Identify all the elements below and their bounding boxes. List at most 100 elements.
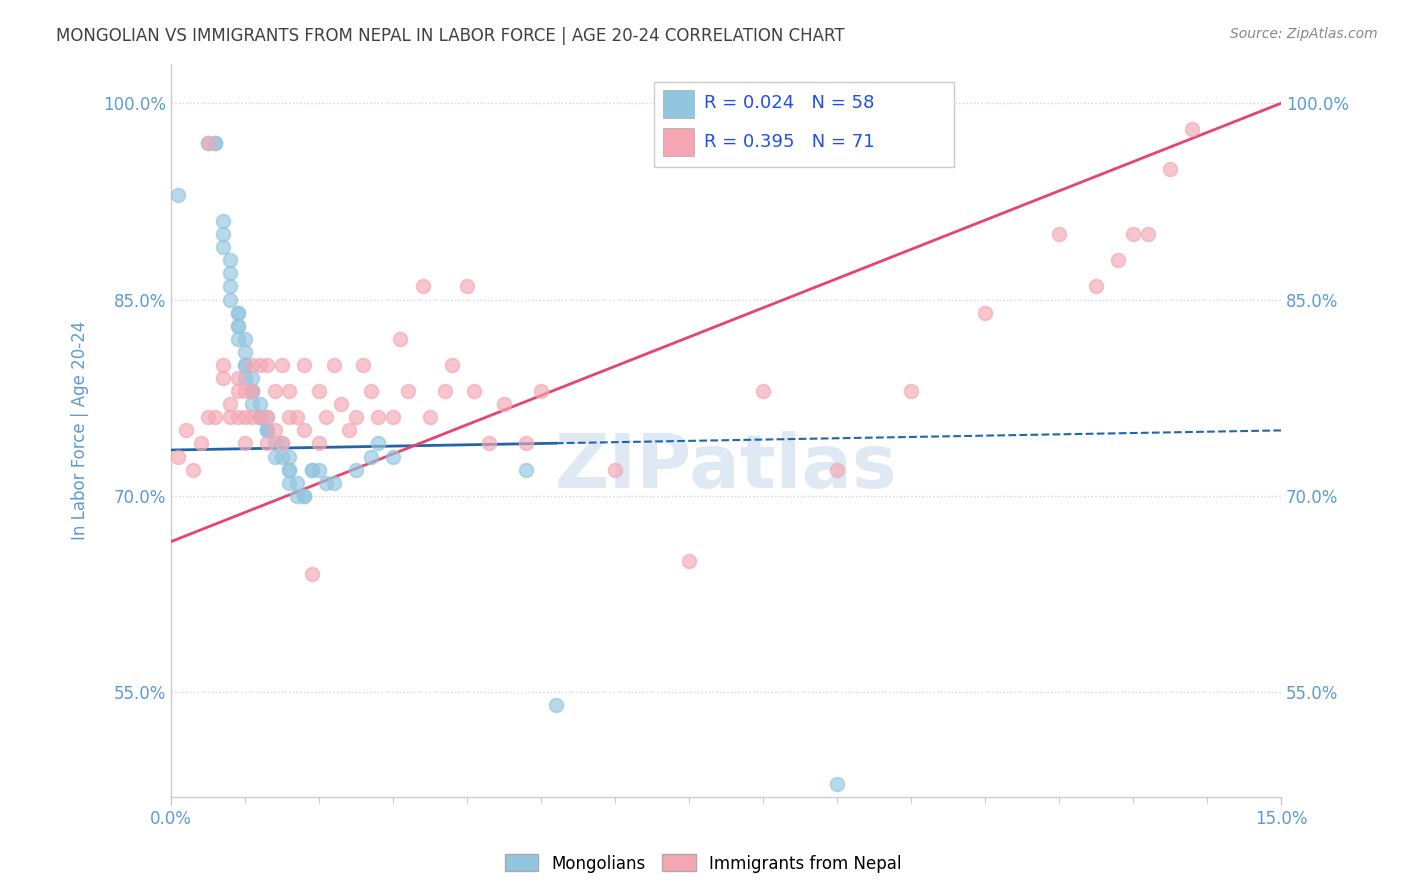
- Point: [226, 318, 249, 333]
- Point: [352, 358, 374, 372]
- Point: [360, 384, 382, 399]
- Text: R = 0.395   N = 71: R = 0.395 N = 71: [704, 134, 875, 152]
- Legend: Mongolians, Immigrants from Nepal: Mongolians, Immigrants from Nepal: [498, 847, 908, 880]
- Point: [456, 279, 478, 293]
- Point: [256, 424, 278, 438]
- Point: [278, 463, 301, 477]
- Point: [219, 410, 242, 425]
- Point: [204, 410, 226, 425]
- Point: [412, 279, 434, 293]
- Point: [256, 424, 278, 438]
- Point: [256, 358, 278, 372]
- Point: [256, 410, 278, 425]
- Point: [292, 489, 315, 503]
- Point: [263, 436, 285, 450]
- Point: [219, 267, 242, 281]
- Point: [249, 358, 271, 372]
- Point: [544, 698, 567, 713]
- Point: [242, 410, 264, 425]
- Point: [389, 332, 412, 346]
- Point: [301, 463, 323, 477]
- Point: [678, 554, 700, 568]
- FancyBboxPatch shape: [654, 82, 953, 167]
- Point: [211, 371, 233, 385]
- Point: [226, 410, 249, 425]
- Point: [301, 567, 323, 582]
- Point: [308, 436, 330, 450]
- Point: [900, 384, 922, 399]
- Point: [515, 463, 537, 477]
- Point: [396, 384, 419, 399]
- Point: [226, 306, 249, 320]
- Point: [271, 358, 294, 372]
- Point: [530, 384, 553, 399]
- Point: [1047, 227, 1070, 241]
- Point: [1084, 279, 1107, 293]
- Point: [285, 410, 308, 425]
- Point: [263, 450, 285, 464]
- Point: [752, 384, 775, 399]
- Point: [292, 489, 315, 503]
- Point: [233, 345, 256, 359]
- Point: [1159, 161, 1181, 176]
- Point: [337, 424, 360, 438]
- Point: [478, 436, 501, 450]
- Point: [263, 424, 285, 438]
- Point: [256, 436, 278, 450]
- Point: [242, 384, 264, 399]
- Point: [233, 358, 256, 372]
- Point: [167, 450, 190, 464]
- Point: [242, 384, 264, 399]
- Point: [219, 279, 242, 293]
- Point: [825, 463, 848, 477]
- Point: [367, 436, 389, 450]
- Text: ZIPatlas: ZIPatlas: [554, 431, 897, 504]
- Point: [382, 450, 405, 464]
- Point: [278, 410, 301, 425]
- Point: [242, 371, 264, 385]
- Y-axis label: In Labor Force | Age 20-24: In Labor Force | Age 20-24: [72, 321, 89, 540]
- Point: [463, 384, 485, 399]
- Point: [197, 136, 219, 150]
- Point: [292, 358, 315, 372]
- Point: [419, 410, 441, 425]
- Point: [242, 358, 264, 372]
- Point: [315, 475, 337, 490]
- Point: [360, 450, 382, 464]
- Point: [204, 136, 226, 150]
- Point: [344, 410, 367, 425]
- Point: [278, 450, 301, 464]
- Text: R = 0.024   N = 58: R = 0.024 N = 58: [704, 94, 875, 112]
- Point: [322, 358, 344, 372]
- Point: [256, 424, 278, 438]
- Point: [249, 397, 271, 411]
- Point: [249, 410, 271, 425]
- Text: MONGOLIAN VS IMMIGRANTS FROM NEPAL IN LABOR FORCE | AGE 20-24 CORRELATION CHART: MONGOLIAN VS IMMIGRANTS FROM NEPAL IN LA…: [56, 27, 845, 45]
- Point: [197, 410, 219, 425]
- Point: [242, 384, 264, 399]
- Point: [515, 436, 537, 450]
- Point: [219, 253, 242, 268]
- Point: [219, 397, 242, 411]
- Point: [271, 450, 294, 464]
- Point: [226, 371, 249, 385]
- Point: [308, 463, 330, 477]
- Point: [249, 410, 271, 425]
- Point: [226, 318, 249, 333]
- Point: [204, 136, 226, 150]
- Point: [1181, 122, 1204, 136]
- Point: [1107, 253, 1129, 268]
- Point: [226, 306, 249, 320]
- Point: [174, 424, 197, 438]
- Point: [226, 332, 249, 346]
- Point: [181, 463, 204, 477]
- Point: [492, 397, 515, 411]
- Point: [315, 410, 337, 425]
- Point: [167, 187, 190, 202]
- Point: [233, 332, 256, 346]
- Text: Source: ZipAtlas.com: Source: ZipAtlas.com: [1230, 27, 1378, 41]
- Point: [382, 410, 405, 425]
- Point: [233, 410, 256, 425]
- Point: [233, 436, 256, 450]
- Point: [271, 436, 294, 450]
